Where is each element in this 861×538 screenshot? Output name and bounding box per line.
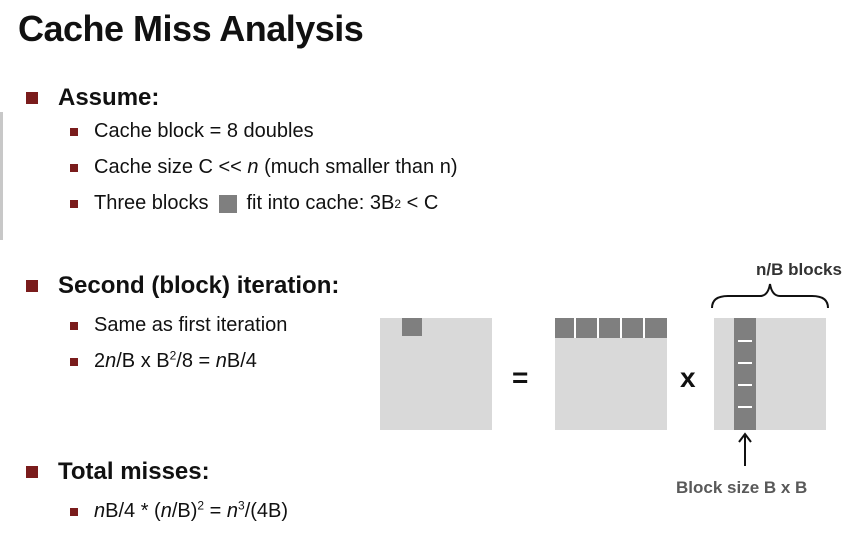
block-col-b <box>734 318 756 430</box>
times-sign: x <box>680 362 696 393</box>
slide-title: Cache Miss Analysis <box>18 8 364 49</box>
block-divider <box>643 318 645 338</box>
curly-brace-icon <box>711 283 829 309</box>
assume-heading: Assume: <box>26 84 159 112</box>
assume-item-2: Cache size C << n (much smaller than n) <box>70 156 458 179</box>
bullet-square-icon <box>26 280 38 292</box>
second-label: Second (block) iteration: <box>58 272 340 299</box>
bullet-square-icon <box>70 163 78 172</box>
total-item-1: nB/4 * (n/B)2 = n3/(4B) <box>70 498 289 523</box>
block-row-a <box>555 318 667 338</box>
block-size-label: Block size B x B <box>676 478 808 497</box>
block-icon <box>218 194 237 213</box>
assume-item-text: Cache block = 8 doubles <box>94 120 314 142</box>
assume-label: Assume: <box>58 84 160 111</box>
brace-label: n/B blocks <box>756 260 842 279</box>
block-c <box>402 318 422 336</box>
total-label: Total misses: <box>58 458 210 485</box>
total-item-text: nB/4 * (n/B)2 = n3/(4B) <box>94 498 289 522</box>
left-edge-bar <box>0 112 3 240</box>
second-item-text: 2n/B x B2/8 = nB/4 <box>94 348 257 372</box>
assume-item-1: Cache block = 8 doubles <box>70 120 314 143</box>
block-divider <box>597 318 599 338</box>
equals-sign: = <box>512 362 529 393</box>
block-divider <box>738 340 752 342</box>
total-heading: Total misses: <box>26 458 210 486</box>
up-arrow-icon <box>738 432 752 466</box>
second-item-1: Same as first iteration <box>70 314 287 337</box>
block-divider <box>738 362 752 364</box>
assume-item-text: Three blocks <box>94 192 209 214</box>
assume-item-3: Three blocks fit into cache: 3B 2 < C <box>70 192 438 215</box>
block-divider <box>738 406 752 408</box>
matrix-c <box>380 318 492 430</box>
second-item-text: Same as first iteration <box>94 314 288 336</box>
block-divider <box>738 384 752 386</box>
bullet-square-icon <box>70 199 78 208</box>
assume-item-text: Cache size C << n (much smaller than n) <box>94 156 458 178</box>
assume-item-text: fit into cache: 3B <box>246 192 395 214</box>
block-divider <box>620 318 622 338</box>
second-item-2: 2n/B x B2/8 = nB/4 <box>70 348 257 373</box>
bullet-square-icon <box>70 507 78 516</box>
bullet-square-icon <box>70 357 78 366</box>
bullet-square-icon <box>26 92 38 104</box>
bullet-square-icon <box>26 466 38 478</box>
second-heading: Second (block) iteration: <box>26 272 339 300</box>
matrix-b <box>714 318 826 430</box>
bullet-square-icon <box>70 321 78 330</box>
bullet-square-icon <box>70 127 78 136</box>
block-divider <box>574 318 576 338</box>
assume-item-text: < C <box>401 192 439 214</box>
